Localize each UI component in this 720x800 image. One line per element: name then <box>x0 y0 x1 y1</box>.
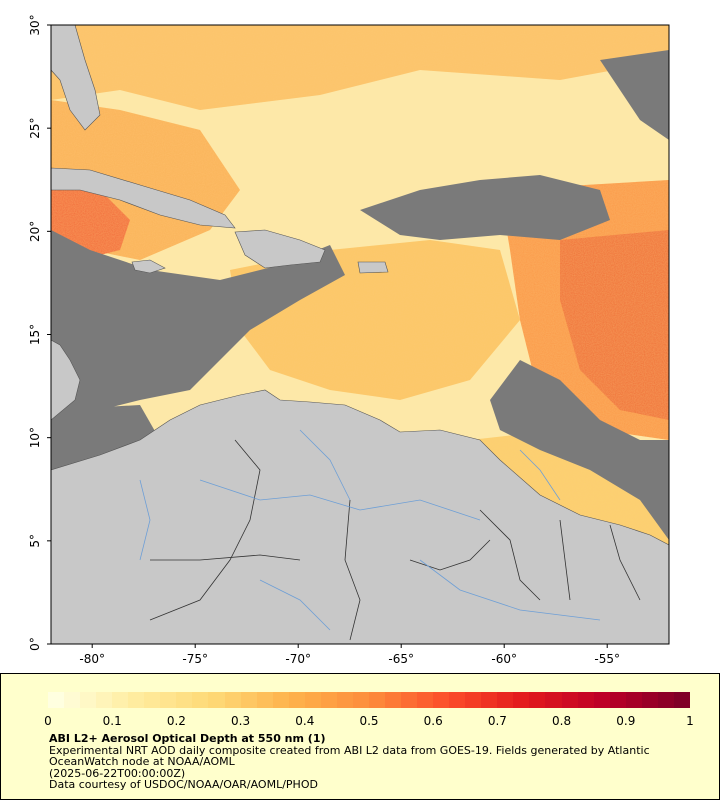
colorbar-tick-label: 0.3 <box>231 714 251 728</box>
colorbar-cell <box>336 692 353 708</box>
colorbar-cell <box>449 692 466 708</box>
lat-tick-label: 25° <box>28 118 42 139</box>
colorbar-cell <box>160 692 177 708</box>
colorbar-cell <box>128 692 145 708</box>
colorbar-cell <box>577 692 594 708</box>
colorbar-tick-labels: 0 0.1 0.2 0.3 0.4 0.5 0.6 0.7 0.8 0.9 1 <box>44 714 694 728</box>
colorbar-tick-label: 0 <box>44 714 52 728</box>
colorbar-cell <box>433 692 450 708</box>
no-data-caribbean <box>51 230 345 410</box>
colorbar-cell <box>417 692 434 708</box>
colorbar-tick-label: 0.7 <box>487 714 507 728</box>
colorbar-cell <box>80 692 97 708</box>
lon-tick-label: -75° <box>182 652 208 666</box>
colorbar-cell <box>593 692 610 708</box>
lat-tick-label: 20° <box>28 221 42 242</box>
colorbar-cell <box>224 692 241 708</box>
colorbar-cell <box>64 692 81 708</box>
colorbar-tick-label: 0.9 <box>616 714 636 728</box>
colorbar-cell <box>304 692 321 708</box>
lat-tick-label: 30° <box>28 14 42 35</box>
legend-panel: 0 0.1 0.2 0.3 0.4 0.5 0.6 0.7 0.8 0.9 1 ABI L2+ Ae… <box>0 673 720 800</box>
no-data-central-atlantic <box>360 175 610 240</box>
colorbar-cell <box>320 692 337 708</box>
legend-text: ABI L2+ Aerosol Optical Depth at 550 nm … <box>49 733 689 791</box>
colorbar-tick-label: 0.5 <box>359 714 379 728</box>
colorbar-tick-label: 0.4 <box>295 714 315 728</box>
rivers <box>139 429 601 631</box>
colorbar-cell <box>625 692 642 708</box>
legend-description: Experimental NRT AOD daily composite cre… <box>49 743 650 768</box>
land-hispaniola <box>234 229 326 269</box>
no-data-north-east <box>600 50 669 140</box>
aod-high-west <box>51 180 130 260</box>
colorbar <box>48 692 690 708</box>
land-florida <box>51 25 101 131</box>
colorbar-cell <box>657 692 674 708</box>
no-data-east <box>490 360 669 540</box>
colorbar-cell <box>240 692 257 708</box>
colorbar-cell <box>256 692 273 708</box>
colorbar-cell <box>481 692 498 708</box>
land-south-america <box>51 389 669 644</box>
legend-title: ABI L2+ Aerosol Optical Depth at 550 nm … <box>49 732 326 745</box>
lat-tick-label: 15° <box>28 324 42 345</box>
lat-tick-label: 10° <box>28 427 42 448</box>
aod-map: 0° 5° 10° 15° 20° 25° 30° -80° -75° -70° -65° -60°… <box>28 14 670 666</box>
land-cuba <box>51 167 236 229</box>
colorbar-tick-label: 1 <box>686 714 694 728</box>
colorbar-tick-label: 0.8 <box>552 714 572 728</box>
colorbar-cell <box>368 692 385 708</box>
colorbar-cell <box>192 692 209 708</box>
colorbar-cell <box>176 692 193 708</box>
latitude-axis: 0° 5° 10° 15° 20° 25° 30° <box>28 14 51 651</box>
colorbar-cell <box>641 692 658 708</box>
aod-band-north <box>51 25 669 110</box>
colorbar-cell <box>401 692 418 708</box>
aod-high-east <box>560 230 669 420</box>
lon-tick-label: -55° <box>594 652 620 666</box>
colorbar-cell <box>561 692 578 708</box>
colorbar-cell <box>112 692 129 708</box>
colorbar-cell <box>609 692 626 708</box>
lat-tick-label: 5° <box>28 534 42 548</box>
colorbar-cell <box>384 692 402 708</box>
colorbar-tick-label: 0.2 <box>166 714 186 728</box>
colorbar-cell <box>529 692 546 708</box>
colorbar-tick-label: 0.6 <box>423 714 443 728</box>
lat-tick-label: 0° <box>28 637 42 651</box>
longitude-axis: -80° -75° -70° -65° -60° -55° <box>79 644 620 666</box>
colorbar-cell <box>465 692 482 708</box>
land-puerto-rico <box>357 261 389 274</box>
lon-tick-label: -70° <box>285 652 311 666</box>
colorbar-cell <box>513 692 530 708</box>
lon-tick-label: -80° <box>79 652 105 666</box>
colorbar-cell <box>272 692 289 708</box>
colorbar-cell <box>48 692 65 708</box>
colorbar-cell <box>352 692 369 708</box>
colorbar-tick-label: 0.1 <box>102 714 122 728</box>
colorbar-cell <box>497 692 514 708</box>
legend-timestamp: (2025-06-22T00:00:00Z) <box>49 766 186 780</box>
land-jamaica <box>131 259 166 274</box>
country-borders <box>149 439 641 641</box>
colorbar-cell <box>96 692 113 708</box>
colorbar-cell <box>673 692 690 708</box>
colorbar-cell <box>288 692 305 708</box>
legend-credit: Data courtesy of USDOC/NOAA/OAR/AOML/PHO… <box>49 778 318 791</box>
land-central-america <box>51 339 81 421</box>
colorbar-cell <box>144 692 161 708</box>
lon-tick-label: -65° <box>388 652 414 666</box>
colorbar-cell <box>545 692 562 708</box>
colorbar-cell <box>208 692 225 708</box>
lon-tick-label: -60° <box>491 652 517 666</box>
